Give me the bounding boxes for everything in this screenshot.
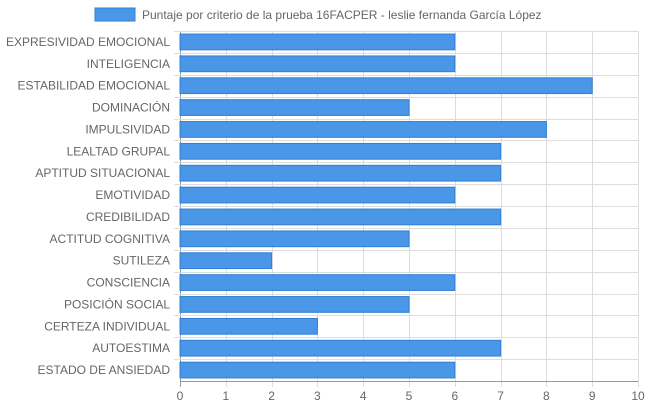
category-label: EXPRESIVIDAD EMOCIONAL bbox=[6, 35, 170, 49]
bar[interactable] bbox=[180, 297, 409, 313]
bar[interactable] bbox=[180, 165, 501, 181]
x-tick-label: 5 bbox=[406, 389, 413, 403]
x-tick-label: 7 bbox=[497, 389, 504, 403]
category-label: INTELIGENCIA bbox=[87, 57, 170, 71]
category-label: DOMINACIÓN bbox=[92, 100, 170, 115]
legend[interactable]: Puntaje por criterio de la prueba 16FACP… bbox=[95, 8, 542, 22]
bar[interactable] bbox=[180, 34, 455, 50]
category-label: CERTEZA INDIVIDUAL bbox=[44, 319, 170, 333]
x-tick-label: 6 bbox=[451, 389, 458, 403]
bar[interactable] bbox=[180, 362, 455, 378]
category-label: IMPULSIVIDAD bbox=[85, 122, 170, 136]
x-tick-label: 1 bbox=[222, 389, 229, 403]
bar[interactable] bbox=[180, 275, 455, 291]
category-label: LEALTAD GRUPAL bbox=[67, 144, 171, 158]
bar[interactable] bbox=[180, 209, 501, 225]
x-tick-labels: 0 1 2 3 4 5 6 7 8 9 10 bbox=[177, 389, 645, 403]
bar[interactable] bbox=[180, 143, 501, 159]
bar[interactable] bbox=[180, 122, 546, 138]
bar[interactable] bbox=[180, 56, 455, 72]
category-label: ESTABILIDAD EMOCIONAL bbox=[18, 79, 171, 93]
x-tick-label: 10 bbox=[631, 389, 645, 403]
bar[interactable] bbox=[180, 78, 592, 94]
category-label: SUTILEZA bbox=[113, 254, 170, 268]
bar[interactable] bbox=[180, 318, 317, 334]
category-label: POSICIÓN SOCIAL bbox=[64, 296, 170, 311]
x-tick-label: 9 bbox=[589, 389, 596, 403]
x-tick-label: 4 bbox=[360, 389, 367, 403]
legend-label: Puntaje por criterio de la prueba 16FACP… bbox=[142, 8, 542, 22]
bar[interactable] bbox=[180, 100, 409, 116]
x-tick-label: 2 bbox=[268, 389, 275, 403]
category-label: CONSCIENCIA bbox=[87, 276, 170, 290]
category-label: ESTADO DE ANSIEDAD bbox=[38, 363, 171, 377]
bar[interactable] bbox=[180, 231, 409, 247]
category-label: CREDIBILIDAD bbox=[86, 210, 170, 224]
x-tick-label: 0 bbox=[177, 389, 184, 403]
bar[interactable] bbox=[180, 187, 455, 203]
category-label: ACTITUD COGNITIVA bbox=[50, 232, 170, 246]
bar[interactable] bbox=[180, 340, 501, 356]
legend-swatch bbox=[95, 8, 135, 21]
category-label: EMOTIVIDAD bbox=[95, 188, 170, 202]
category-labels: EXPRESIVIDAD EMOCIONAL INTELIGENCIA ESTABI… bbox=[6, 35, 170, 377]
category-label: APTITUD SITUACIONAL bbox=[35, 166, 170, 180]
category-label: AUTOESTIMA bbox=[92, 341, 170, 355]
x-tick-label: 3 bbox=[314, 389, 321, 403]
x-tick-label: 8 bbox=[543, 389, 550, 403]
bar[interactable] bbox=[180, 253, 272, 269]
